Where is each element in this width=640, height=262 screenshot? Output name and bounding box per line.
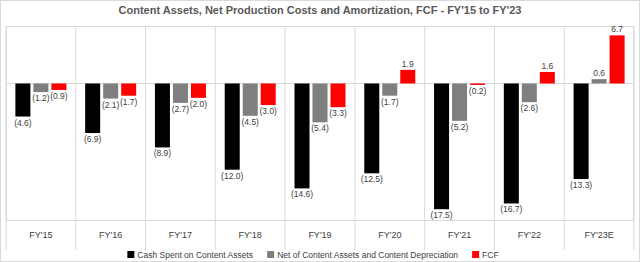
bar [103, 83, 118, 98]
data-label: (0.2) [469, 86, 487, 96]
data-label: 6.7 [611, 24, 623, 34]
data-label: (16.7) [500, 204, 522, 214]
data-label: (4.6) [14, 118, 32, 128]
data-label: (1.2) [32, 93, 50, 103]
bar [331, 83, 346, 107]
bar [504, 83, 519, 203]
bar [191, 83, 206, 97]
bar [33, 83, 48, 92]
x-tick-label: FY'21 [448, 230, 471, 240]
bar [382, 83, 397, 95]
bar [400, 70, 415, 84]
data-label: (6.9) [84, 134, 102, 144]
data-label: (0.9) [50, 91, 68, 101]
x-tick-label: FY'16 [99, 230, 122, 240]
bar [51, 83, 66, 89]
category-separator [145, 26, 146, 250]
bar [470, 83, 485, 84]
bar [121, 83, 136, 95]
bar [452, 83, 467, 120]
data-label: 0.6 [593, 68, 605, 78]
legend-label: Net of Content Assets and Content Deprec… [277, 250, 458, 260]
category-separator [494, 26, 495, 250]
bar [313, 83, 328, 122]
data-label: 1.6 [541, 61, 553, 71]
x-tick-label: FY'23E [584, 230, 613, 240]
data-label: (3.3) [329, 108, 347, 118]
legend-label: Cash Spent on Content Assets [137, 250, 253, 260]
bar [155, 83, 170, 147]
data-label: (17.5) [430, 210, 452, 220]
bar [295, 83, 310, 188]
data-label: (2.6) [521, 103, 539, 113]
category-separator [285, 26, 286, 250]
x-tick-label: FY'18 [239, 230, 262, 240]
legend: Cash Spent on Content Assets Net of Conte… [127, 250, 498, 260]
x-tick-label: FY'19 [308, 230, 331, 240]
outer-border [1, 1, 640, 262]
legend-swatch [127, 251, 134, 258]
data-label: (12.0) [221, 171, 243, 181]
legend-label: FCF [482, 250, 499, 260]
data-label: (2.0) [190, 99, 208, 109]
data-label: (2.7) [172, 104, 190, 114]
bar [540, 72, 555, 83]
chart: Content Assets, Net Production Costs and… [0, 0, 640, 262]
category-separator [6, 26, 7, 250]
data-labels: (4.6) (6.9) (8.9) (12.0) (14.6) (12.5) (17.5) (… [14, 24, 623, 220]
x-tick-label: FY'20 [378, 230, 401, 240]
category-separator [215, 26, 216, 250]
category-separator [564, 26, 565, 250]
category-separator [634, 26, 635, 250]
data-label: (2.1) [102, 100, 120, 110]
data-label: (1.7) [381, 97, 399, 107]
data-label: (3.0) [259, 106, 277, 116]
data-label: (1.7) [120, 97, 138, 107]
plot-frame [7, 27, 634, 221]
category-separator [75, 26, 76, 250]
bar [610, 35, 625, 83]
legend-swatch [267, 251, 274, 258]
x-tick-label: FY'17 [169, 230, 192, 240]
bar [261, 83, 276, 105]
bar [592, 79, 607, 83]
bar [364, 83, 379, 173]
bar [85, 83, 100, 133]
bar [173, 83, 188, 102]
x-tick-label: FY'22 [518, 230, 541, 240]
data-label: (4.5) [241, 117, 259, 127]
data-label: (14.6) [291, 189, 313, 199]
data-label: (5.4) [311, 123, 329, 133]
bars [15, 35, 624, 209]
data-label: (13.3) [570, 180, 592, 190]
data-label: (8.9) [154, 148, 172, 158]
legend-swatch [472, 251, 479, 258]
bar [434, 83, 449, 209]
bar [15, 83, 30, 116]
bar [243, 83, 258, 115]
data-label: (12.5) [361, 174, 383, 184]
bar [225, 83, 240, 169]
title: Content Assets, Net Production Costs and… [119, 4, 522, 16]
category-separator [424, 26, 425, 250]
bar [522, 83, 537, 102]
category-separator [354, 26, 355, 250]
x-tick-label: FY'15 [29, 230, 52, 240]
data-label: 1.9 [402, 59, 414, 69]
data-label: (5.2) [451, 122, 469, 132]
bar [574, 83, 589, 179]
